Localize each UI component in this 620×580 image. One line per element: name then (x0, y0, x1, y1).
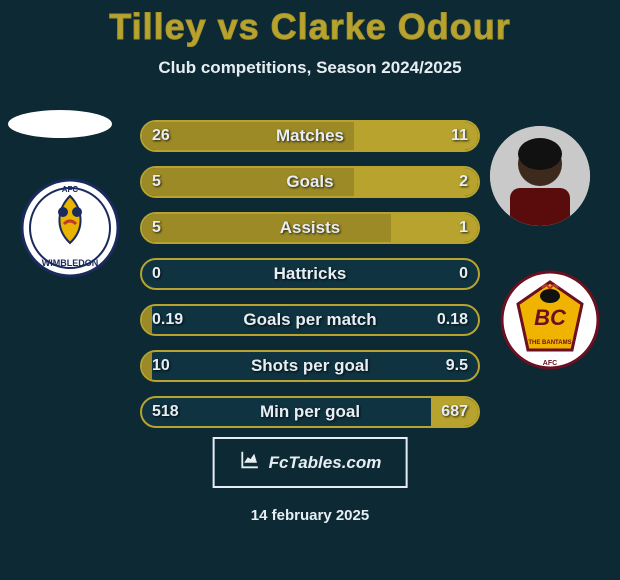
stat-label: Goals per match (142, 310, 478, 330)
stat-row: 52Goals (140, 166, 480, 198)
footer-date: 14 february 2025 (251, 507, 369, 524)
svg-text:THE BANTAMS: THE BANTAMS (528, 340, 571, 346)
player-left-avatar (8, 110, 112, 138)
stat-fill-right (391, 214, 478, 242)
infographic: Tilley vs Clarke Odour Club competitions… (0, 0, 620, 580)
stat-row: 51Assists (140, 212, 480, 244)
stats-panel: 2611Matches 52Goals 51Assists 0 0Hattricks 0.… (140, 120, 480, 442)
stat-row: 518687Min per goal (140, 396, 480, 428)
stat-row: 10 9.5Shots per goal (140, 350, 480, 382)
svg-text:AFC: AFC (62, 185, 79, 194)
stat-value-right: 0 (459, 265, 468, 283)
subtitle: Club competitions, Season 2024/2025 (0, 58, 620, 78)
stat-value-left: 0.19 (152, 311, 183, 329)
stat-fill-left (142, 352, 152, 380)
stat-value-left: 10 (152, 357, 170, 375)
stat-fill-left (142, 306, 152, 334)
svg-text:WIMBLEDON: WIMBLEDON (42, 258, 99, 268)
stat-fill-right (431, 398, 478, 426)
stat-value-right: 9.5 (446, 357, 468, 375)
stat-fill-right (354, 168, 478, 196)
svg-text:AFC: AFC (543, 360, 557, 367)
stat-value-left: 0 (152, 265, 161, 283)
stat-label: Hattricks (142, 264, 478, 284)
stat-value-left: 518 (152, 403, 179, 421)
stat-fill-left (142, 122, 354, 150)
page-title: Tilley vs Clarke Odour (0, 0, 620, 48)
footer-logo-text: FcTables.com (269, 453, 382, 473)
stat-fill-right (354, 122, 478, 150)
svg-text:BC: BC (534, 305, 567, 330)
chart-icon (239, 449, 261, 476)
stat-row: 2611Matches (140, 120, 480, 152)
stat-value-right: 0.18 (437, 311, 468, 329)
stat-label: Min per goal (142, 402, 478, 422)
player-right-avatar (490, 126, 590, 226)
footer-logo: FcTables.com (213, 437, 408, 488)
stat-row: 0.19 0.18Goals per match (140, 304, 480, 336)
stat-fill-left (142, 214, 391, 242)
stat-label: Shots per goal (142, 356, 478, 376)
club-badge-left: WIMBLEDON AFC (20, 178, 120, 278)
stat-row: 0 0Hattricks (140, 258, 480, 290)
club-badge-right: BC THE BANTAMS AFC (500, 270, 600, 370)
stat-fill-left (142, 168, 354, 196)
